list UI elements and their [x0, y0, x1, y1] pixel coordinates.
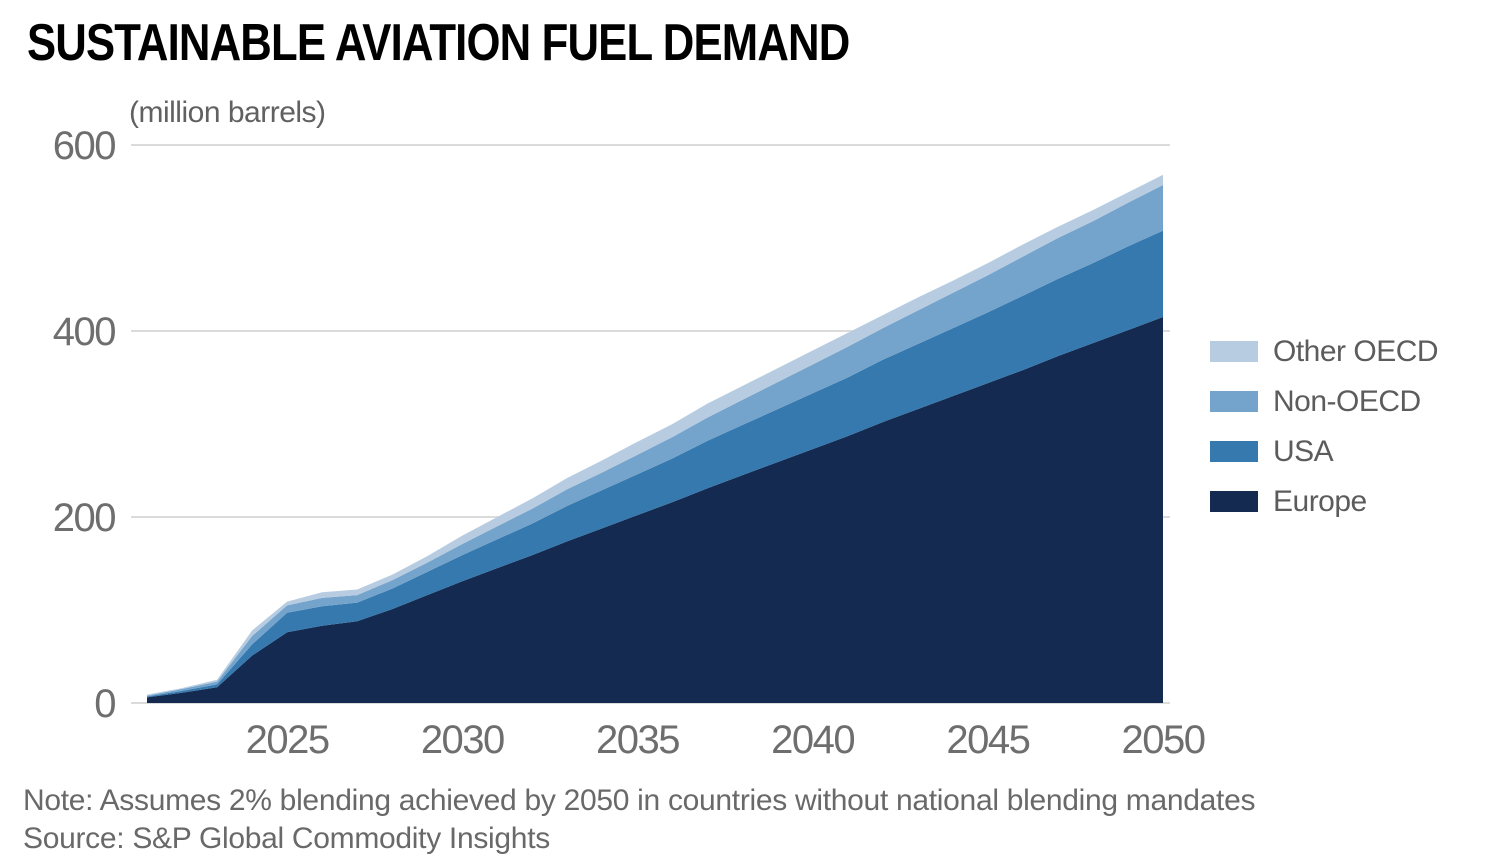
y-tick-label-200: 200: [53, 496, 115, 540]
y-axis-unit-label: (million barrels): [129, 96, 326, 129]
chart-title: SUSTAINABLE AVIATION FUEL DEMAND: [27, 14, 850, 72]
y-tick-label-600: 600: [53, 124, 115, 168]
chart-note: Note: Assumes 2% blending achieved by 20…: [23, 784, 1256, 817]
legend-item-non-oecd: Non-OECD: [1210, 384, 1438, 418]
legend-item-other-oecd: Other OECD: [1210, 334, 1439, 368]
area-usa: [147, 230, 1163, 698]
legend-swatch-non-oecd: [1210, 391, 1258, 412]
legend-label-europe: Europe: [1273, 484, 1367, 518]
legend-swatch-other-oecd: [1210, 341, 1258, 362]
legend-label-non-oecd: Non-OECD: [1273, 384, 1421, 418]
legend-label-usa: USA: [1273, 434, 1334, 468]
x-tick-label-2045: 2045: [946, 718, 1029, 762]
legend-item-usa: USA: [1210, 434, 1438, 468]
y-tick-label-0: 0: [94, 682, 115, 726]
legend-swatch-usa: [1210, 441, 1258, 462]
area-europe: [147, 317, 1163, 703]
x-tick-label-2025: 2025: [246, 718, 329, 762]
legend-label-other-oecd: Other OECD: [1273, 334, 1439, 368]
x-tick-label-2040: 2040: [771, 718, 854, 762]
x-tick-label-2035: 2035: [596, 718, 679, 762]
legend-swatch-europe: [1210, 491, 1258, 512]
x-tick-label-2030: 2030: [421, 718, 504, 762]
area-other-oecd: [147, 174, 1163, 696]
legend: Other OECD Non-OECD USA Europe: [1210, 334, 1439, 518]
footnotes: Note: Assumes 2% blending achieved by 20…: [23, 782, 1255, 858]
y-tick-label-400: 400: [53, 310, 115, 354]
x-tick-label-2050: 2050: [1122, 718, 1205, 762]
area-non-oecd: [147, 185, 1163, 697]
legend-item-europe: Europe: [1210, 484, 1438, 518]
chart-source: Source: S&P Global Commodity Insights: [23, 822, 550, 855]
